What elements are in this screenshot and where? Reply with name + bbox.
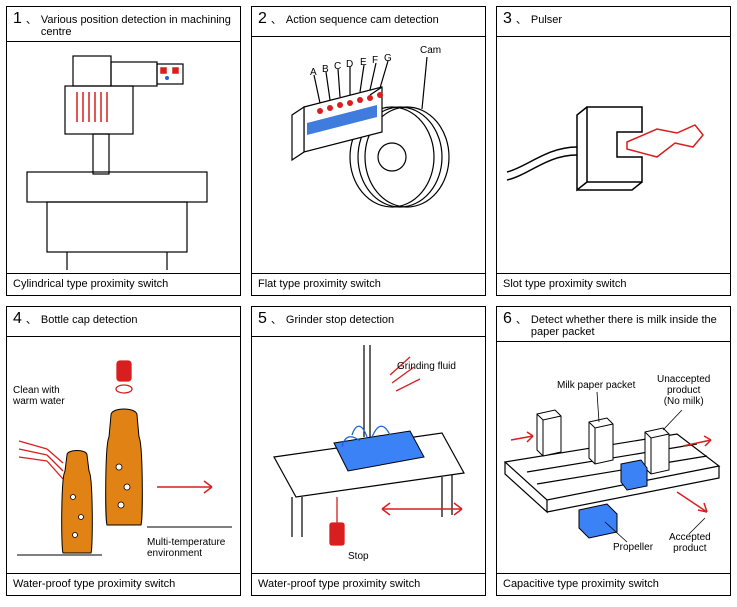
panel-6-title: Detect whether there is milk inside the … — [531, 314, 724, 338]
annot-accepted: Accepted product — [669, 532, 711, 554]
annot-stop: Stop — [348, 551, 369, 562]
panel-1-title: Various position detection in machining … — [41, 14, 234, 38]
panel-3-body — [497, 37, 730, 273]
annot-propeller: Propeller — [613, 542, 653, 553]
panel-4-caption: Water-proof type proximity switch — [7, 573, 240, 595]
annot-grinding-fluid: Grinding fluid — [397, 361, 456, 372]
panel-4-num: 4 — [13, 310, 22, 328]
panel-6-body: Milk paper packet Unaccepted product (No… — [497, 342, 730, 573]
panel-1-body — [7, 42, 240, 273]
panel-3-caption: Slot type proximity switch — [497, 273, 730, 295]
panel-2-title: Action sequence cam detection — [286, 14, 439, 26]
panel-5-header: 5 、 Grinder stop detection — [252, 307, 485, 337]
panel-2-caption: Flat type proximity switch — [252, 273, 485, 295]
panel-2: 2 、 Action sequence cam detection — [251, 6, 486, 296]
panel-5-svg — [252, 337, 482, 572]
panel-2-header: 2 、 Action sequence cam detection — [252, 7, 485, 37]
annot-multitemp: Multi-temperature environment — [147, 537, 225, 559]
panel-3-header: 3 、 Pulser — [497, 7, 730, 37]
panel-6-caption: Capacitive type proximity switch — [497, 573, 730, 595]
panel-1-caption: Cylindrical type proximity switch — [7, 273, 240, 295]
panel-2-num: 2 — [258, 10, 267, 28]
panel-3: 3 、 Pulser Slot type p — [496, 6, 731, 296]
annot-cam: Cam — [420, 45, 441, 56]
panel-grid: 1 、 Various position detection in machin… — [6, 6, 731, 596]
panel-6: 6 、 Detect whether there is milk inside … — [496, 306, 731, 596]
panel-3-title: Pulser — [531, 14, 562, 26]
panel-5: 5 、 Grinder stop detection — [251, 306, 486, 596]
panel-6-header: 6 、 Detect whether there is milk inside … — [497, 307, 730, 342]
panel-1-header: 1 、 Various position detection in machin… — [7, 7, 240, 42]
panel-2-svg — [252, 37, 482, 272]
annot-milk-packet: Milk paper packet — [557, 380, 635, 391]
panel-5-num: 5 — [258, 310, 267, 328]
annot-unaccepted: Unaccepted product (No milk) — [657, 374, 710, 407]
panel-4-body: Clean with warm water Multi-temperature … — [7, 337, 240, 573]
panel-1-svg — [7, 42, 237, 273]
panel-5-caption: Water-proof type proximity switch — [252, 573, 485, 595]
panel-4: 4 、 Bottle cap detection — [6, 306, 241, 596]
panel-2-body: Cam A B C D E F G — [252, 37, 485, 273]
panel-1-num: 1 — [13, 10, 22, 28]
panel-5-body: Grinding fluid Stop — [252, 337, 485, 573]
panel-6-num: 6 — [503, 310, 512, 328]
panel-4-title: Bottle cap detection — [41, 314, 138, 326]
panel-5-title: Grinder stop detection — [286, 314, 394, 326]
panel-1: 1 、 Various position detection in machin… — [6, 6, 241, 296]
annot-clean: Clean with warm water — [13, 385, 65, 407]
panel-4-header: 4 、 Bottle cap detection — [7, 307, 240, 337]
panel-3-svg — [497, 37, 727, 272]
panel-3-num: 3 — [503, 10, 512, 28]
